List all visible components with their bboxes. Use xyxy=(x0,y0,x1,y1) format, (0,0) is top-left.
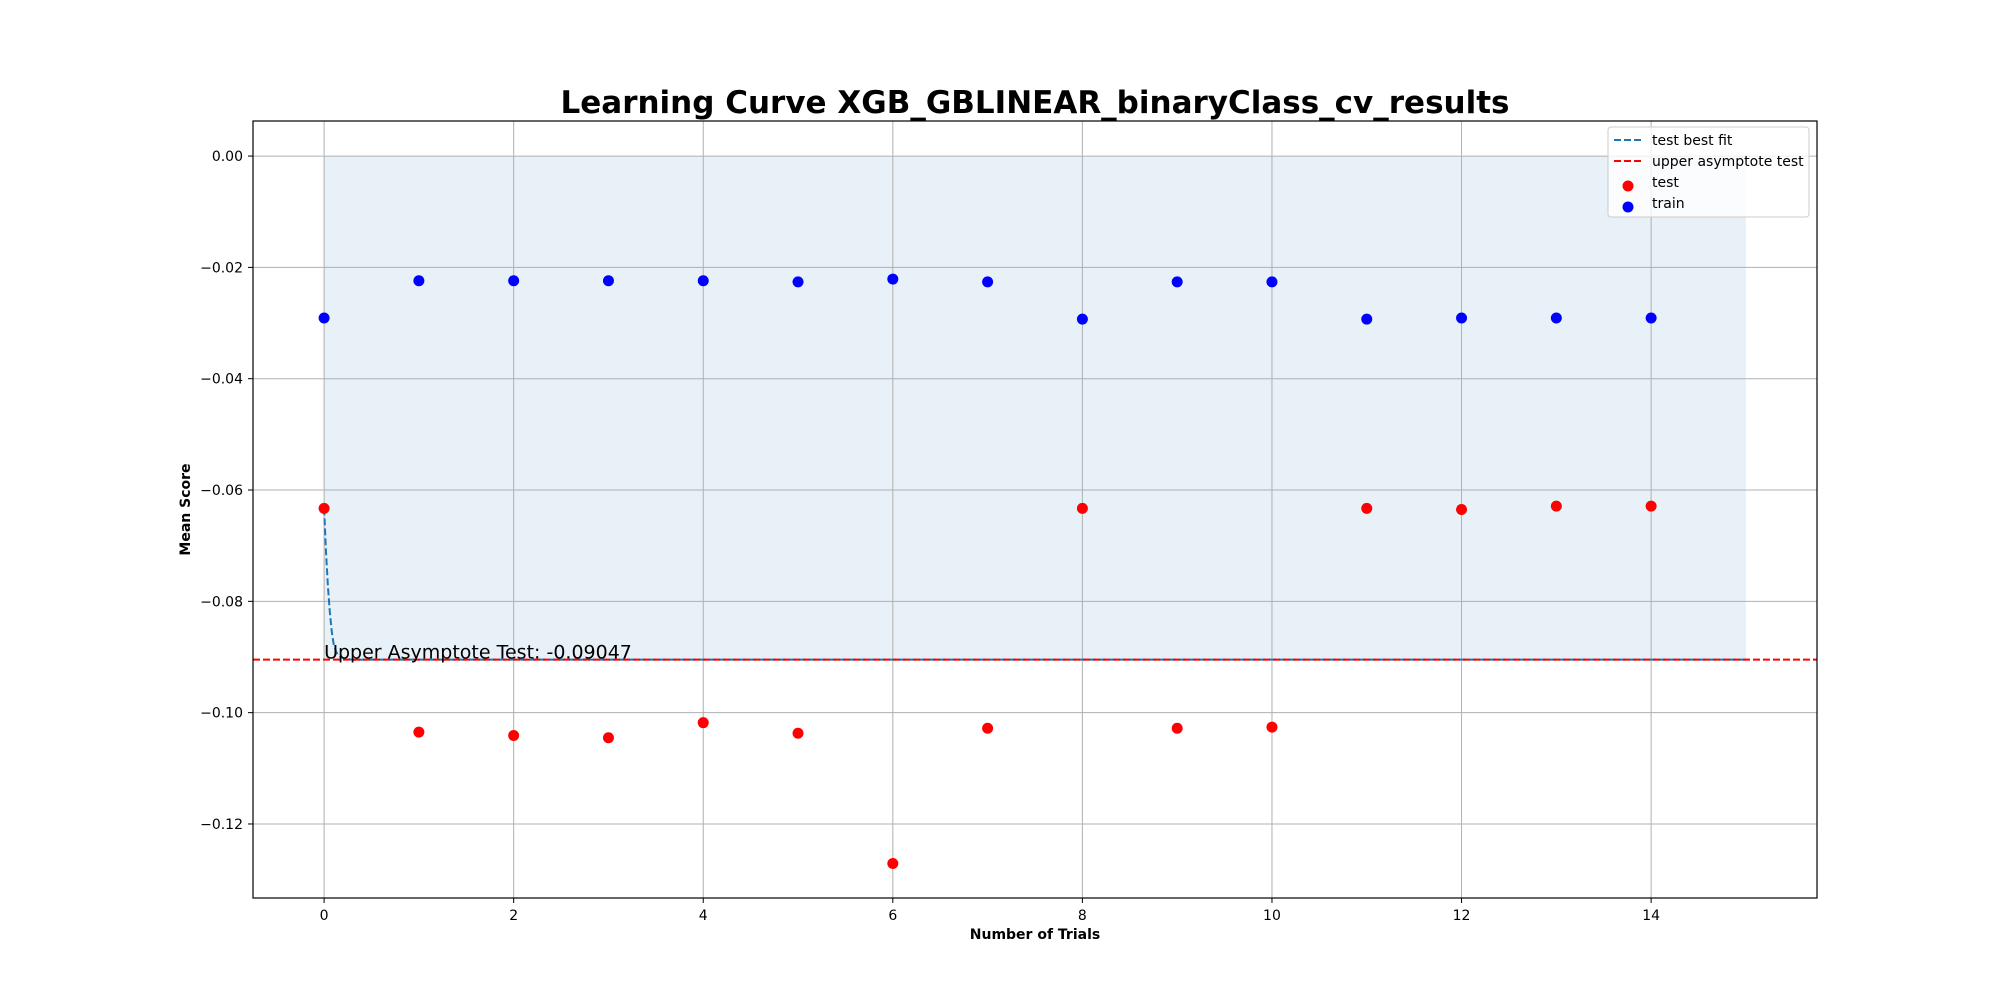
annotation-layer: Upper Asymptote Test: -0.09047 xyxy=(324,642,632,664)
train-point-0 xyxy=(318,312,330,324)
legend-label-test: test xyxy=(1652,175,1679,191)
legend: test best fit upper asymptote test test tra… xyxy=(1607,126,1810,218)
train-point-7 xyxy=(982,276,994,288)
grid-layer xyxy=(253,121,1817,898)
series-layer xyxy=(253,273,1817,869)
test-point-13 xyxy=(1550,500,1562,512)
train-point-5 xyxy=(792,276,804,288)
shaded-region-layer xyxy=(324,156,1746,660)
train-point-4 xyxy=(697,275,709,287)
y-tick-label-3: −0.06 xyxy=(200,483,243,499)
y-tick-label-2: −0.04 xyxy=(200,372,243,388)
train-point-10 xyxy=(1266,276,1278,288)
x-tick-label-1: 2 xyxy=(509,908,518,924)
train-point-12 xyxy=(1456,312,1468,324)
test-best-fit-line xyxy=(323,508,1746,661)
test-point-7 xyxy=(982,722,994,734)
train-point-11 xyxy=(1361,313,1373,325)
train-point-1 xyxy=(413,275,425,287)
x-tick-label-4: 8 xyxy=(1078,908,1087,924)
train-point-8 xyxy=(1076,313,1088,325)
test-point-2 xyxy=(508,729,520,741)
x-tick-label-2: 4 xyxy=(699,908,708,924)
train-point-14 xyxy=(1645,312,1657,324)
asymptote-annotation: Upper Asymptote Test: -0.09047 xyxy=(324,642,632,664)
train-point-2 xyxy=(508,275,520,287)
test-point-9 xyxy=(1171,722,1183,734)
legend-marker-train xyxy=(1622,201,1634,213)
y-tick-label-0: 0.00 xyxy=(212,149,243,165)
x-tick-label-6: 12 xyxy=(1453,908,1471,924)
test-point-0 xyxy=(318,502,330,514)
chart-title: Learning Curve XGB_GBLINEAR_binaryClass_… xyxy=(561,85,1510,121)
test-point-6 xyxy=(887,857,899,869)
axes-layer: 0 2 4 6 8 10 12 14 0.00 −0.02 −0.04 −0.06 −0.08 −0.10… xyxy=(200,120,1818,924)
legend-marker-test xyxy=(1622,180,1634,192)
train-point-6 xyxy=(887,273,899,285)
x-tick-label-5: 10 xyxy=(1263,908,1281,924)
y-tick-label-6: −0.12 xyxy=(200,817,243,833)
y-tick-label-4: −0.08 xyxy=(200,594,243,610)
test-point-14 xyxy=(1645,500,1657,512)
test-point-11 xyxy=(1361,502,1373,514)
train-point-13 xyxy=(1550,312,1562,324)
test-point-3 xyxy=(602,732,614,744)
x-tick-label-7: 14 xyxy=(1642,908,1660,924)
legend-label-train: train xyxy=(1652,196,1685,212)
y-tick-label-1: −0.02 xyxy=(200,260,243,276)
test-point-4 xyxy=(697,717,709,729)
y-tick-label-5: −0.10 xyxy=(200,706,243,722)
legend-label-test-best-fit: test best fit xyxy=(1652,133,1733,149)
test-point-5 xyxy=(792,727,804,739)
test-point-8 xyxy=(1076,502,1088,514)
test-point-10 xyxy=(1266,721,1278,733)
train-point-3 xyxy=(602,275,614,287)
x-axis-title: Number of Trials xyxy=(970,927,1100,943)
test-point-12 xyxy=(1456,504,1468,515)
train-point-9 xyxy=(1171,276,1183,288)
x-tick-label-3: 6 xyxy=(888,908,897,924)
x-tick-label-0: 0 xyxy=(320,908,329,924)
y-axis-title: Mean Score xyxy=(178,463,194,555)
legend-box xyxy=(1607,126,1810,218)
legend-label-upper-asymptote-test: upper asymptote test xyxy=(1652,154,1804,170)
plot-frame xyxy=(252,120,1818,899)
shaded-region xyxy=(324,156,1746,660)
test-point-1 xyxy=(413,726,425,738)
